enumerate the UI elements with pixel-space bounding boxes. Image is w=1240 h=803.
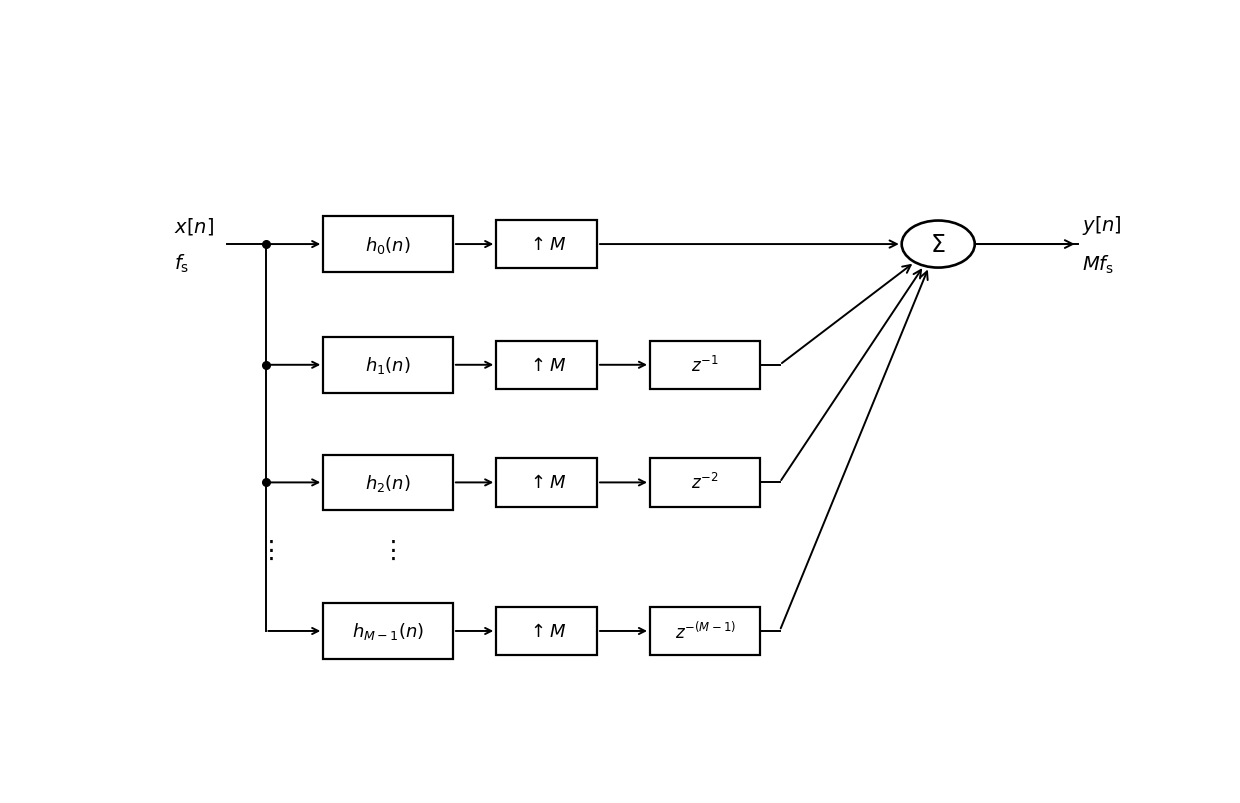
Bar <box>496 341 596 389</box>
Text: $z^{-1}$: $z^{-1}$ <box>692 355 719 375</box>
Text: $\vdots$: $\vdots$ <box>381 540 396 562</box>
Bar <box>324 217 453 272</box>
Bar <box>496 221 596 269</box>
Bar <box>324 337 453 393</box>
Text: $h_2(n)$: $h_2(n)$ <box>365 472 410 493</box>
Bar <box>650 341 760 389</box>
Text: $x[n]$: $x[n]$ <box>174 216 215 237</box>
Text: $\uparrow M$: $\uparrow M$ <box>527 474 567 491</box>
Bar <box>324 603 453 659</box>
Text: $\Sigma$: $\Sigma$ <box>930 233 946 256</box>
Text: $\uparrow M$: $\uparrow M$ <box>527 357 567 374</box>
Text: $Mf_\mathrm{s}$: $Mf_\mathrm{s}$ <box>1083 254 1115 275</box>
Text: $\uparrow M$: $\uparrow M$ <box>527 622 567 640</box>
Text: $h_0(n)$: $h_0(n)$ <box>365 234 410 255</box>
Text: $y[n]$: $y[n]$ <box>1083 214 1122 236</box>
Bar <box>496 459 596 507</box>
Text: $h_{M-1}(n)$: $h_{M-1}(n)$ <box>352 621 424 642</box>
Bar <box>496 607 596 655</box>
Text: $h_1(n)$: $h_1(n)$ <box>365 355 410 376</box>
Text: $f_\mathrm{s}$: $f_\mathrm{s}$ <box>174 252 190 275</box>
Bar <box>650 459 760 507</box>
Bar <box>324 455 453 511</box>
Bar <box>650 607 760 655</box>
Text: $\uparrow M$: $\uparrow M$ <box>527 236 567 254</box>
Text: $\vdots$: $\vdots$ <box>258 540 273 562</box>
Text: $z^{-2}$: $z^{-2}$ <box>692 473 719 493</box>
Text: $z^{-(M-1)}$: $z^{-(M-1)}$ <box>675 621 735 642</box>
